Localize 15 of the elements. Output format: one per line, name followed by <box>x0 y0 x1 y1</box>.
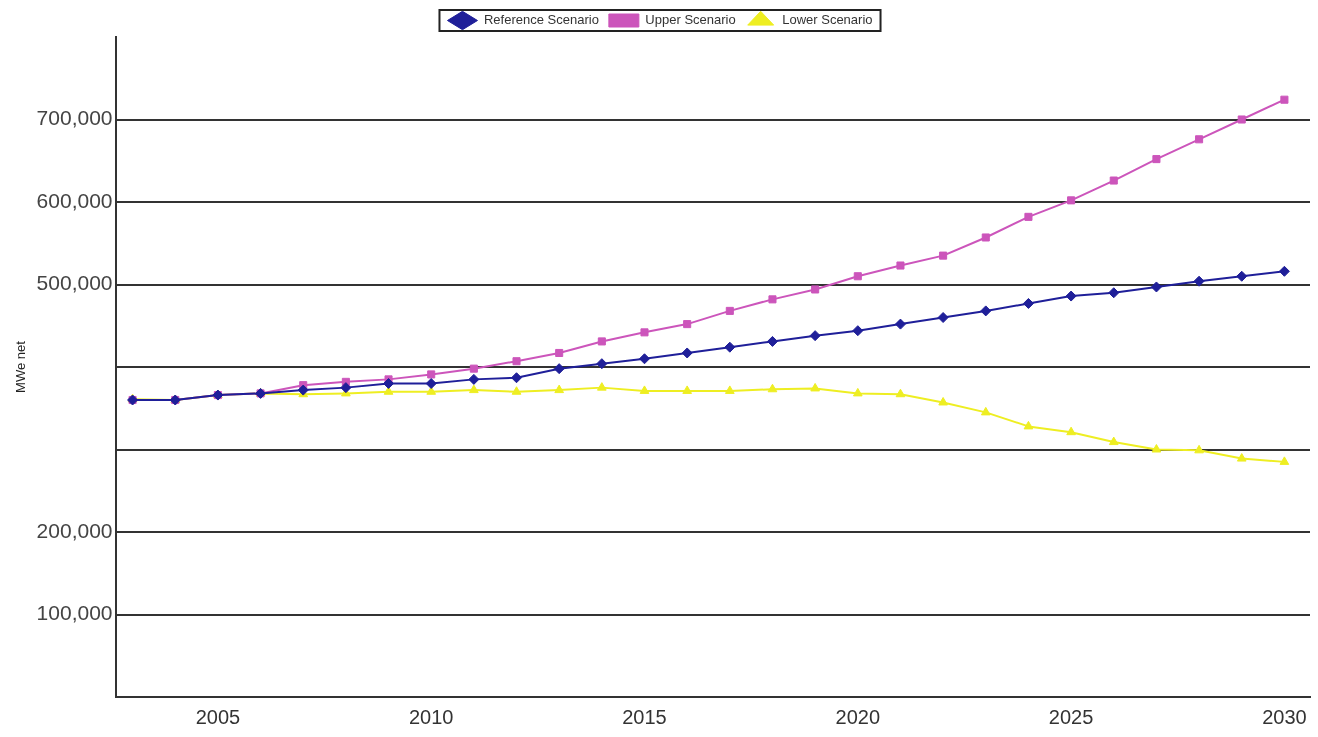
y-tick-label: 100,000 <box>36 601 113 625</box>
y-axis-title: MWe net <box>13 340 29 393</box>
x-tick-label: 2020 <box>835 705 881 728</box>
legend-label: Reference Scenario <box>483 12 599 28</box>
legend-label: Upper Scenario <box>645 12 736 28</box>
y-tick-label: 500,000 <box>36 271 113 295</box>
x-tick-label: 2030 <box>1262 705 1307 728</box>
y-tick-label: 600,000 <box>36 188 113 212</box>
x-tick-label: 2015 <box>622 705 667 728</box>
x-tick-label: 2005 <box>195 705 241 728</box>
y-tick-label: 200,000 <box>36 518 113 542</box>
x-tick-label: 2010 <box>408 705 454 728</box>
x-tick-label: 2025 <box>1048 705 1094 728</box>
y-tick-label: 700,000 <box>36 106 113 130</box>
legend-label: Lower Scenario <box>782 12 873 28</box>
